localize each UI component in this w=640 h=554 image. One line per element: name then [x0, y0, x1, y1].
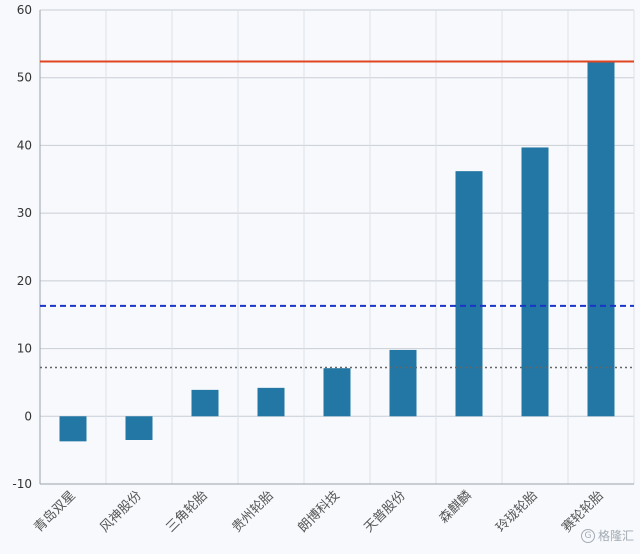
watermark-text: 格隆汇 — [598, 527, 634, 544]
y-tick-label: 50 — [17, 71, 32, 85]
y-tick-label: 20 — [17, 274, 32, 288]
x-tick-labels: 青岛双星风神股份三角轮胎贵州轮胎朗博科技天普股份森麒麟玲珑轮胎赛轮轮胎 — [31, 488, 607, 536]
y-tick-label: 0 — [24, 409, 32, 423]
y-tick-label: 30 — [17, 206, 32, 220]
x-tick-label: 玲珑轮胎 — [493, 488, 540, 535]
x-tick-label: 三角轮胎 — [163, 488, 210, 535]
x-tick-label: 贵州轮胎 — [229, 488, 276, 535]
y-tick-labels: -10 0 10 20 30 40 50 60 — [12, 3, 32, 491]
bar — [324, 368, 351, 416]
watermark-logo-icon: G — [581, 529, 595, 543]
bar — [258, 388, 285, 416]
bar — [60, 416, 87, 441]
bar — [588, 61, 615, 416]
watermark: G 格隆汇 — [581, 527, 634, 544]
x-tick-label: 青岛双星 — [31, 488, 79, 536]
y-tick-label: 10 — [17, 342, 32, 356]
bar — [522, 147, 549, 416]
bar — [390, 350, 417, 416]
y-tick-label: 60 — [17, 3, 32, 17]
x-tick-label: 森麒麟 — [436, 488, 475, 527]
bar — [126, 416, 153, 440]
bars — [60, 61, 615, 441]
bar — [192, 390, 219, 416]
bar — [456, 171, 483, 416]
x-tick-label: 天普股份 — [361, 488, 408, 535]
y-tick-label: 40 — [17, 138, 32, 152]
y-tick-label: -10 — [12, 477, 32, 491]
x-tick-label: 朗博科技 — [295, 488, 342, 535]
x-tick-label: 风神股份 — [97, 488, 144, 535]
